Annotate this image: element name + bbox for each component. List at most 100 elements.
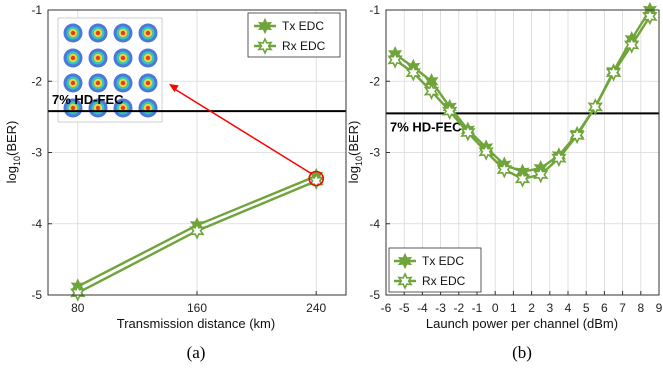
x-tick-label: 8 <box>637 301 644 315</box>
legend-marker-rx-a <box>254 37 276 55</box>
legend-entry-tx-a: Tx EDC <box>282 19 324 33</box>
data-point-rx-a <box>189 221 205 240</box>
y-tick-label: -3 <box>31 146 42 160</box>
legend-star-rx-a <box>257 37 273 55</box>
constellation-cloud-core <box>120 105 126 111</box>
legend-entry-tx-b: Tx EDC <box>422 254 464 268</box>
y-tick-label: -2 <box>31 74 42 88</box>
x-tick-label: 0 <box>492 301 499 315</box>
legend-marker-tx-a <box>254 17 276 35</box>
x-tick-label: -5 <box>399 301 410 315</box>
data-point-rx-a <box>308 172 324 190</box>
x-axis-label-b: Launch power per channel (dBm) <box>426 316 618 331</box>
legend-star-tx-b <box>397 252 413 270</box>
constellation-cloud-core <box>70 105 76 111</box>
constellation-cloud-core <box>70 55 76 61</box>
y-tick-label: -1 <box>369 3 380 17</box>
x-tick-label: 6 <box>601 301 608 315</box>
data-point-rx-b <box>478 142 494 161</box>
y-axis-label-sub-a: 10 <box>12 156 22 166</box>
constellation-cloud-core <box>145 30 151 36</box>
highlight-circle <box>308 170 325 187</box>
data-point-rx-b <box>423 82 440 101</box>
data-point-rx-b <box>587 97 604 116</box>
y-axis-label-b: log10(BER) <box>346 121 364 184</box>
data-point-rx-b <box>642 7 658 26</box>
series-b <box>387 1 658 188</box>
series-a <box>70 167 324 302</box>
constellation-cloud-core <box>145 80 151 86</box>
legend-marker-tx-b <box>394 252 416 270</box>
data-point-rx-b <box>551 149 567 168</box>
data-point-rx-b <box>532 165 549 184</box>
constellation-cloud-core <box>95 80 101 86</box>
x-tick-label: 3 <box>546 301 553 315</box>
data-point-rx-b <box>405 63 422 82</box>
annotation-a <box>169 84 325 187</box>
legend-entry-rx-b: Rx EDC <box>422 274 466 288</box>
legend-marker-rx-b <box>394 272 416 290</box>
constellation-cloud-core <box>95 105 101 111</box>
constellation-cloud-core <box>145 55 151 61</box>
x-tick-label: 160 <box>187 301 207 315</box>
legend-b: Tx EDC Rx EDC <box>388 247 482 293</box>
x-tick-label: 2 <box>528 301 535 315</box>
constellation-cloud-core <box>70 30 76 36</box>
ticks-a: 80 160 240 -5 -4 -3 -2 -1 <box>31 3 326 315</box>
y-tick-label: -3 <box>369 146 380 160</box>
chart-panel-b: -6 -5 -4 -3 -2 -1 0 1 2 3 4 5 6 7 8 9-5-4-3-2-1 7% HD-F… <box>346 1 663 362</box>
data-point-rx-b <box>514 169 531 188</box>
caption-a: (a) <box>187 343 206 362</box>
legend-a: Tx EDC Rx EDC <box>247 12 341 58</box>
constellation-cloud-core <box>120 55 126 61</box>
y-axis-label-rest-a: (BER) <box>4 121 19 156</box>
constellation-cloud-core <box>95 55 101 61</box>
x-tick-label: -2 <box>453 301 464 315</box>
plot-frame-a <box>47 9 347 296</box>
y-tick-label: -2 <box>369 74 380 88</box>
data-point-rx-b <box>623 36 640 54</box>
data-point-rx-b <box>441 102 458 121</box>
annotation-arrowhead <box>169 84 179 93</box>
constellation-cloud-core <box>120 80 126 86</box>
x-tick-label: 5 <box>583 301 590 315</box>
data-point-rx-b <box>569 126 585 145</box>
x-tick-label: -4 <box>417 301 428 315</box>
annotation-arrow <box>172 87 312 175</box>
data-point-rx-b <box>605 63 622 82</box>
data-point-rx-b <box>496 160 513 179</box>
y-tick-label: -1 <box>31 3 42 17</box>
x-axis-label-a: Transmission distance (km) <box>117 316 275 331</box>
y-tick-label: -4 <box>369 217 380 231</box>
x-tick-label: -1 <box>472 301 483 315</box>
constellation-cloud-core <box>95 30 101 36</box>
data-point-rx-b <box>460 123 476 142</box>
x-tick-label: 240 <box>306 301 326 315</box>
y-axis-label-base-a: log <box>4 166 19 183</box>
x-tick-label: 1 <box>510 301 517 315</box>
hd-fec-label-b: 7% HD-FEC <box>390 119 462 134</box>
chart-panel-a: 80 160 240 -5 -4 -3 -2 -1 7% HD-FEC Tx EDC Rx E… <box>4 3 347 362</box>
legend-star-tx-a <box>257 17 273 35</box>
constellation-cloud-core <box>120 30 126 36</box>
caption-b: (b) <box>512 343 532 362</box>
y-axis-label-sub-b: 10 <box>354 156 364 166</box>
legend-star-rx-b <box>397 272 413 290</box>
plot-frame-b <box>385 9 660 296</box>
y-tick-label: -4 <box>31 217 42 231</box>
y-axis-label-rest-b: (BER) <box>346 121 361 156</box>
y-axis-label-base-b: log <box>346 166 361 183</box>
x-tick-label: 9 <box>656 301 663 315</box>
x-tick-label: 4 <box>565 301 572 315</box>
y-axis-label-a: log10(BER) <box>4 121 22 184</box>
y-tick-label: -5 <box>369 288 380 302</box>
constellation-cloud-core <box>145 105 151 111</box>
hd-fec-label-a: 7% HD-FEC <box>52 92 124 107</box>
constellation-cloud-core <box>70 80 76 86</box>
x-tick-label: 7 <box>619 301 626 315</box>
threshold-b: 7% HD-FEC <box>386 112 659 134</box>
x-tick-label: 80 <box>71 301 85 315</box>
data-point-rx-a <box>70 283 86 302</box>
ticks-b: -6 -5 -4 -3 -2 -1 0 1 2 3 4 5 6 7 8 9-5-4-3-2-1 <box>369 3 662 315</box>
